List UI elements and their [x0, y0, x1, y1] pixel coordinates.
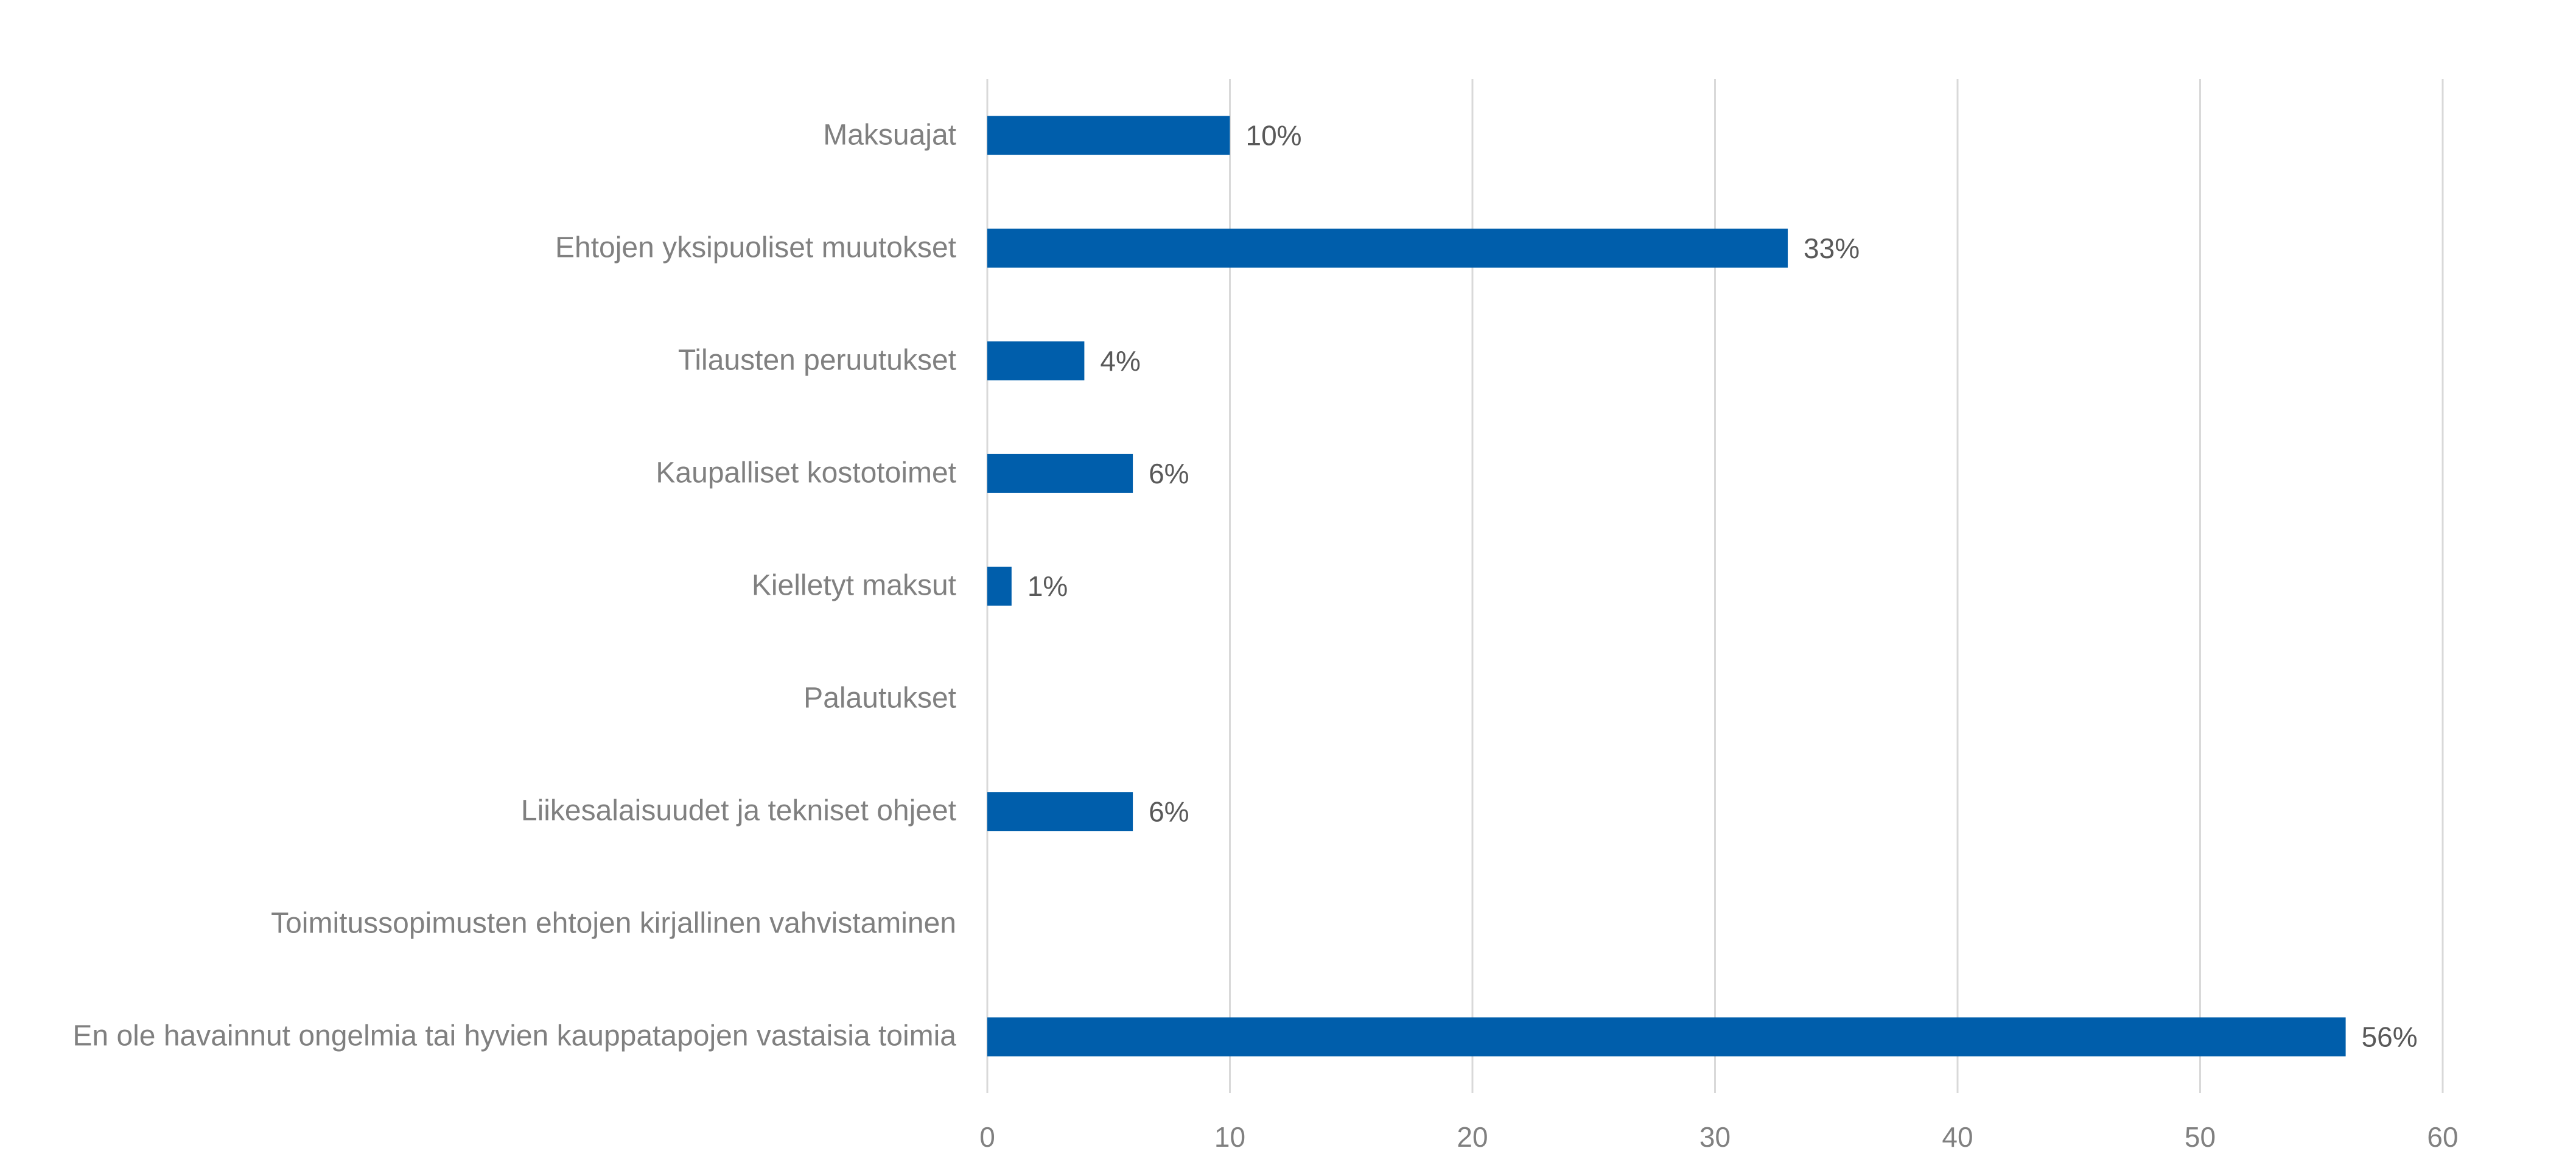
value-label: 1%: [1027, 570, 1068, 602]
y-tick-text: Liikesalaisuudet ja tekniset ohjeet: [520, 794, 956, 827]
y-tick-label: Ehtojen yksipuoliset muutokset: [55, 228, 956, 268]
y-tick-label: Maksuajat: [55, 116, 956, 155]
y-tick-text: Palautukset: [803, 682, 956, 715]
bar: [987, 116, 1230, 155]
y-tick-label: Toimitussopimusten ehtojen kirjallinen v…: [55, 904, 956, 944]
y-tick-text: Toimitussopimusten ehtojen kirjallinen v…: [271, 907, 956, 940]
x-tick-label: 10: [1214, 1121, 1245, 1153]
bar: [987, 567, 1012, 606]
y-tick-label: En ole havainnut ongelmia tai hyvien kau…: [55, 1017, 956, 1057]
y-tick-text: En ole havainnut ongelmia tai hyvien kau…: [72, 1020, 956, 1053]
value-label: 33%: [1804, 233, 1860, 264]
y-tick-label: Palautukset: [55, 679, 956, 719]
y-tick-text: Maksuajat: [823, 119, 956, 152]
bar: [987, 453, 1133, 493]
y-tick-text: Kaupalliset kostotoimet: [656, 457, 956, 489]
x-tick-label: 60: [2427, 1121, 2458, 1153]
y-tick-text: Kielletyt maksut: [751, 569, 956, 602]
y-tick-label: Liikesalaisuudet ja tekniset ohjeet: [55, 792, 956, 831]
bar: [987, 228, 1788, 268]
value-label: 10%: [1246, 120, 1302, 152]
y-tick-label: Kielletyt maksut: [55, 567, 956, 606]
x-tick-label: 30: [1699, 1121, 1731, 1153]
y-tick-label: Tilausten peruutukset: [55, 341, 956, 380]
bar: [987, 792, 1133, 831]
value-label: 4%: [1100, 345, 1140, 377]
bar: [987, 1017, 2346, 1057]
x-tick-label: 20: [1457, 1121, 1488, 1153]
x-tick-label: 50: [2185, 1121, 2216, 1153]
y-tick-text: Tilausten peruutukset: [677, 344, 956, 377]
bar: [987, 341, 1085, 380]
value-label: 6%: [1149, 458, 1189, 489]
y-tick-label: Kaupalliset kostotoimet: [55, 453, 956, 493]
x-tick-label: 40: [1942, 1121, 1973, 1153]
y-tick-text: Ehtojen yksipuoliset muutokset: [555, 231, 956, 264]
value-label: 6%: [1149, 796, 1189, 827]
x-tick-label: 0: [979, 1121, 995, 1153]
value-label: 56%: [2362, 1021, 2418, 1053]
